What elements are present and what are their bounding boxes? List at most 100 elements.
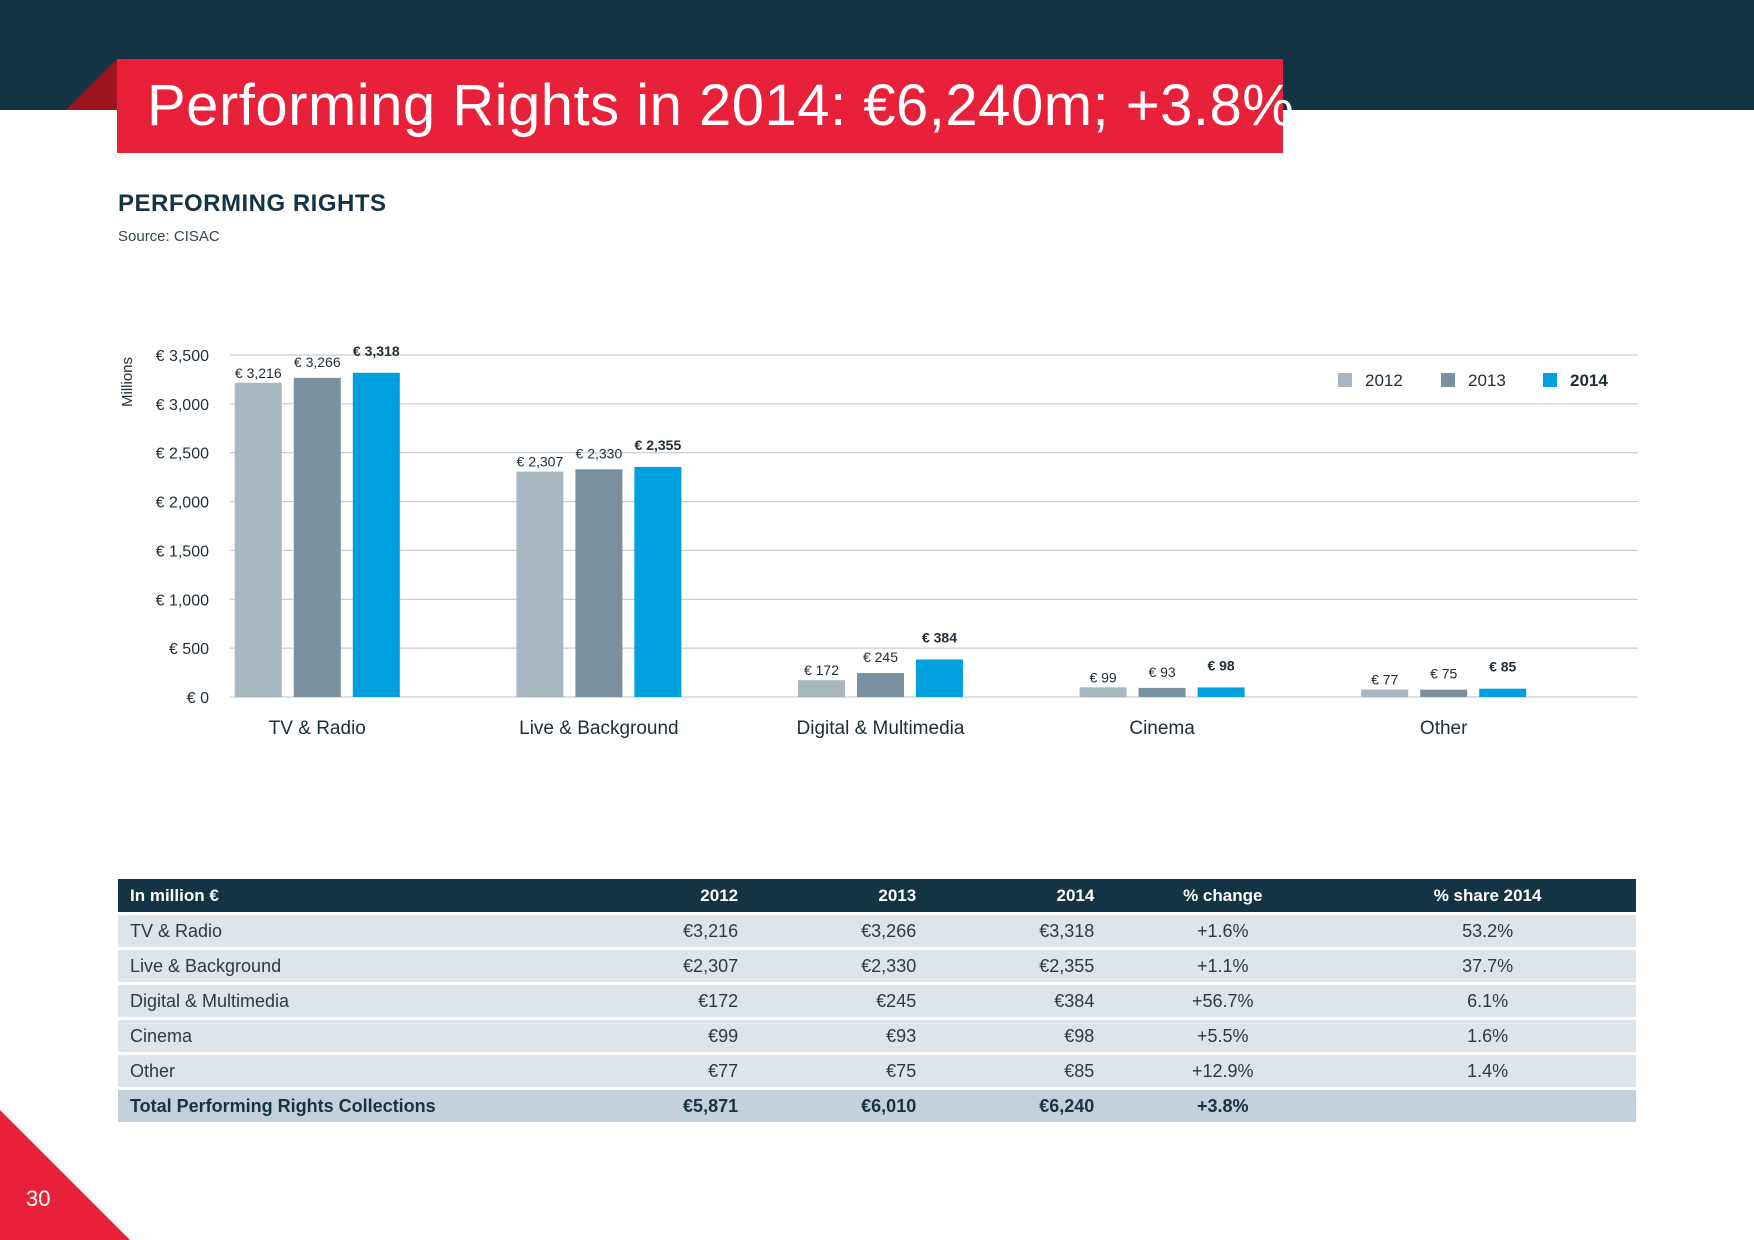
table-header-cell: % share 2014: [1339, 879, 1636, 912]
legend-swatch-2012: [1338, 373, 1352, 387]
bar-2012: [797, 680, 845, 697]
data-label: € 3,318: [353, 343, 400, 359]
table-cell: €6,240: [928, 1090, 1107, 1122]
data-label: € 77: [1371, 671, 1398, 687]
data-label: € 2,330: [576, 445, 623, 461]
x-tick-label: Digital & Multimedia: [797, 718, 965, 739]
table-cell: €2,307: [572, 950, 751, 982]
table-cell: €3,216: [572, 915, 751, 947]
table-header-cell: 2012: [572, 879, 751, 912]
table-cell: 37.7%: [1339, 950, 1636, 982]
table-cell: €384: [928, 985, 1107, 1017]
table-cell: €98: [928, 1020, 1107, 1052]
table-cell: €99: [572, 1020, 751, 1052]
data-label: € 245: [863, 649, 898, 665]
table-cell: Live & Background: [118, 950, 572, 982]
table-cell: €2,355: [928, 950, 1107, 982]
table-header-cell: 2014: [928, 879, 1107, 912]
bar-2012: [1079, 687, 1127, 697]
data-label: € 3,216: [235, 365, 282, 381]
table-cell: Other: [118, 1055, 572, 1087]
bar-2012: [516, 471, 564, 697]
table-header-cell: % change: [1106, 879, 1340, 912]
table-cell: €75: [750, 1055, 929, 1087]
table-cell: €77: [572, 1055, 751, 1087]
y-tick-label: € 1,000: [156, 592, 209, 609]
bar-2014: [915, 659, 963, 697]
table-cell: €3,318: [928, 915, 1107, 947]
bar-2013: [293, 377, 341, 697]
y-tick-label: € 3,500: [156, 348, 209, 365]
data-label: € 2,355: [635, 437, 682, 453]
data-label: € 99: [1089, 669, 1116, 685]
bar-2014: [1479, 688, 1527, 697]
table-cell: €85: [928, 1055, 1107, 1087]
bar-2013: [1138, 687, 1186, 697]
data-label: € 98: [1207, 657, 1234, 673]
table-cell: 6.1%: [1339, 985, 1636, 1017]
table-cell: +1.1%: [1106, 950, 1340, 982]
title-fold-shape: [66, 59, 117, 110]
data-label: € 384: [922, 629, 957, 645]
page-number: 30: [26, 1186, 51, 1211]
table-header-cell: 2013: [750, 879, 929, 912]
data-label: € 93: [1148, 664, 1175, 680]
table-cell: +3.8%: [1106, 1090, 1340, 1122]
y-tick-label: € 2,000: [156, 495, 209, 512]
data-label: € 85: [1489, 659, 1516, 675]
table-cell: €245: [750, 985, 929, 1017]
table-cell: €6,010: [750, 1090, 929, 1122]
table-row: Live & Background €2,307 €2,330 €2,355 +…: [118, 950, 1636, 982]
table-cell: +1.6%: [1106, 915, 1340, 947]
bar-2012: [1361, 689, 1409, 697]
table-total-row: Total Performing Rights Collections €5,8…: [118, 1090, 1636, 1122]
data-label: € 2,307: [517, 454, 564, 470]
legend-label: 2013: [1468, 371, 1506, 390]
bar-chart: € 0 € 500 € 1,000 € 1,500 € 2,000 € 2,500 € 3,…: [119, 343, 1638, 739]
data-label: € 75: [1430, 666, 1457, 682]
data-table: In million € 2012 2013 2014 % change % s…: [118, 876, 1636, 1125]
y-tick-label: € 1,500: [156, 543, 209, 560]
table-row: Digital & Multimedia €172 €245 €384 +56.…: [118, 985, 1636, 1017]
table-row: Other €77 €75 €85 +12.9% 1.4%: [118, 1055, 1636, 1087]
page-title: Performing Rights in 2014: €6,240m; +3.8…: [117, 59, 1294, 153]
table-cell: €5,871: [572, 1090, 751, 1122]
table-header-row: In million € 2012 2013 2014 % change % s…: [118, 879, 1636, 912]
table-cell: 1.6%: [1339, 1020, 1636, 1052]
bar-2014: [352, 372, 400, 697]
source-note: Source: CISAC: [118, 228, 220, 245]
table-cell: €172: [572, 985, 751, 1017]
section-title: PERFORMING RIGHTS: [118, 190, 387, 217]
legend-label: 2012: [1365, 371, 1403, 390]
legend-swatch-2013: [1441, 373, 1455, 387]
table-row: TV & Radio €3,216 €3,266 €3,318 +1.6% 53…: [118, 915, 1636, 947]
table-cell: €2,330: [750, 950, 929, 982]
data-label: € 3,266: [294, 354, 341, 370]
table-row: Cinema €99 €93 €98 +5.5% 1.6%: [118, 1020, 1636, 1052]
bar-2013: [575, 469, 623, 697]
data-label: € 172: [804, 662, 839, 678]
x-tick-label: Live & Background: [519, 718, 679, 739]
table-cell: €3,266: [750, 915, 929, 947]
bar-2013: [1420, 689, 1468, 697]
y-tick-label: € 2,500: [156, 446, 209, 463]
y-axis-label: Millions: [119, 357, 136, 407]
table-cell: Digital & Multimedia: [118, 985, 572, 1017]
bar-2014: [1197, 687, 1245, 697]
table-header-cell: In million €: [118, 879, 572, 912]
bar-2012: [234, 382, 282, 697]
table-cell: Total Performing Rights Collections: [118, 1090, 572, 1122]
y-tick-label: € 0: [187, 690, 209, 707]
x-tick-label: TV & Radio: [269, 718, 366, 739]
table-cell: TV & Radio: [118, 915, 572, 947]
x-tick-label: Cinema: [1129, 718, 1195, 739]
table-cell: Cinema: [118, 1020, 572, 1052]
table-cell: [1339, 1090, 1636, 1122]
x-tick-label: Other: [1420, 718, 1468, 739]
y-tick-label: € 500: [169, 641, 209, 658]
table-cell: +12.9%: [1106, 1055, 1340, 1087]
table-cell: +56.7%: [1106, 985, 1340, 1017]
table-cell: +5.5%: [1106, 1020, 1340, 1052]
legend-label: 2014: [1570, 371, 1608, 390]
table-cell: 53.2%: [1339, 915, 1636, 947]
